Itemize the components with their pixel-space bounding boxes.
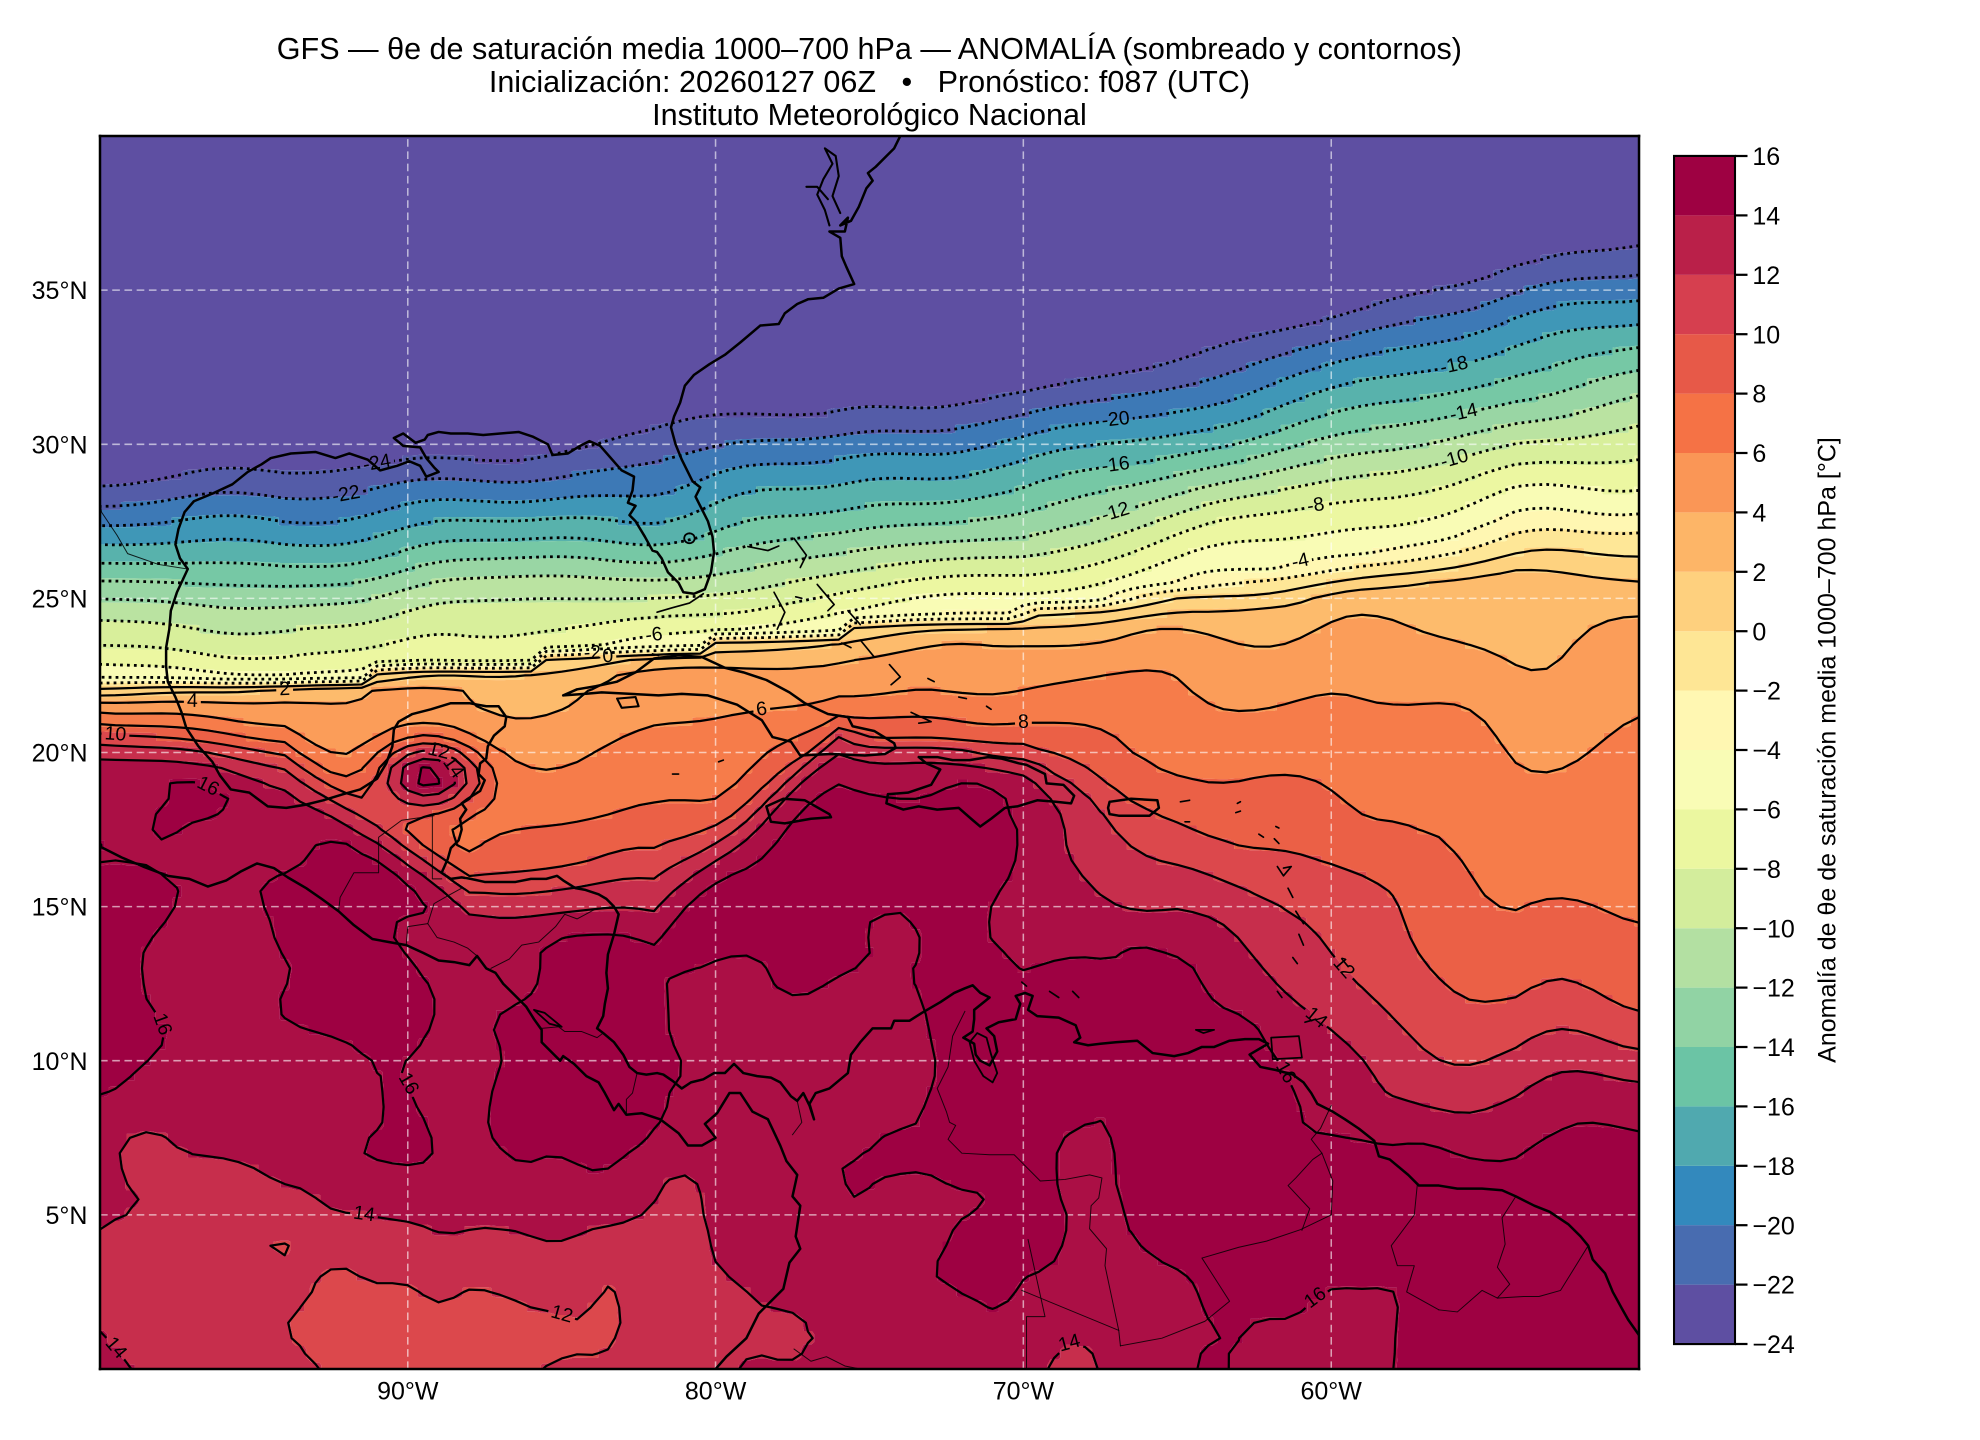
svg-text:60°W: 60°W [1300,1378,1362,1406]
svg-text:10: 10 [1752,321,1780,349]
svg-text:70°W: 70°W [993,1378,1055,1406]
svg-text:8: 8 [1018,711,1030,733]
svg-text:−12: −12 [1752,975,1794,1003]
svg-text:5°N: 5°N [46,1202,88,1230]
svg-text:6: 6 [755,697,769,720]
svg-text:25°N: 25°N [32,585,88,613]
svg-text:35°N: 35°N [32,277,88,305]
svg-text:10: 10 [104,722,127,745]
svg-text:-2: -2 [583,641,601,664]
svg-text:8: 8 [1752,381,1766,409]
svg-text:−2: −2 [1752,678,1781,706]
svg-text:2: 2 [1752,559,1766,587]
svg-text:GFS — θe de saturación media 1: GFS — θe de saturación media 1000–700 hP… [277,31,1462,66]
svg-text:−10: −10 [1752,915,1794,943]
svg-text:−16: −16 [1752,1093,1794,1121]
svg-text:Instituto Meteorológico Nacion: Instituto Meteorológico Nacional [652,98,1087,132]
svg-text:6: 6 [1752,440,1766,468]
svg-text:30°N: 30°N [32,431,88,459]
svg-text:−18: −18 [1752,1153,1794,1181]
svg-text:80°W: 80°W [685,1378,747,1406]
svg-text:-6: -6 [644,623,664,647]
svg-text:Anomalía de θe de saturación m: Anomalía de θe de saturación media 1000–… [1813,437,1841,1063]
svg-text:12: 12 [426,738,452,764]
svg-text:14: 14 [1056,1329,1083,1356]
svg-text:−20: −20 [1752,1212,1794,1240]
svg-text:−4: −4 [1752,737,1781,765]
svg-text:20°N: 20°N [32,740,88,768]
svg-text:−8: −8 [1752,856,1781,884]
svg-text:-16: -16 [1100,452,1131,478]
svg-text:90°W: 90°W [377,1378,439,1406]
svg-text:15°N: 15°N [32,894,88,922]
svg-text:0: 0 [1752,618,1766,646]
svg-text:10°N: 10°N [32,1048,88,1076]
svg-text:4: 4 [187,690,198,712]
svg-text:14: 14 [1752,202,1780,230]
svg-text:14: 14 [352,1201,377,1226]
svg-text:4: 4 [1752,499,1766,527]
svg-text:-22: -22 [330,481,362,508]
svg-text:−24: −24 [1752,1331,1795,1359]
svg-text:-24: -24 [361,449,393,476]
svg-text:−14: −14 [1752,1034,1795,1062]
svg-text:12: 12 [1752,262,1780,290]
svg-text:-4: -4 [1289,548,1311,573]
svg-text:Inicialización: 20260127 06Z: Inicialización: 20260127 06Z • Pronóstic… [489,65,1250,99]
svg-text:2: 2 [279,678,291,700]
svg-text:16: 16 [1752,143,1780,171]
svg-text:−6: −6 [1752,796,1781,824]
svg-text:0: 0 [602,645,614,668]
svg-text:-20: -20 [1100,407,1131,432]
svg-text:−22: −22 [1752,1272,1794,1300]
svg-text:-8: -8 [1305,493,1326,518]
